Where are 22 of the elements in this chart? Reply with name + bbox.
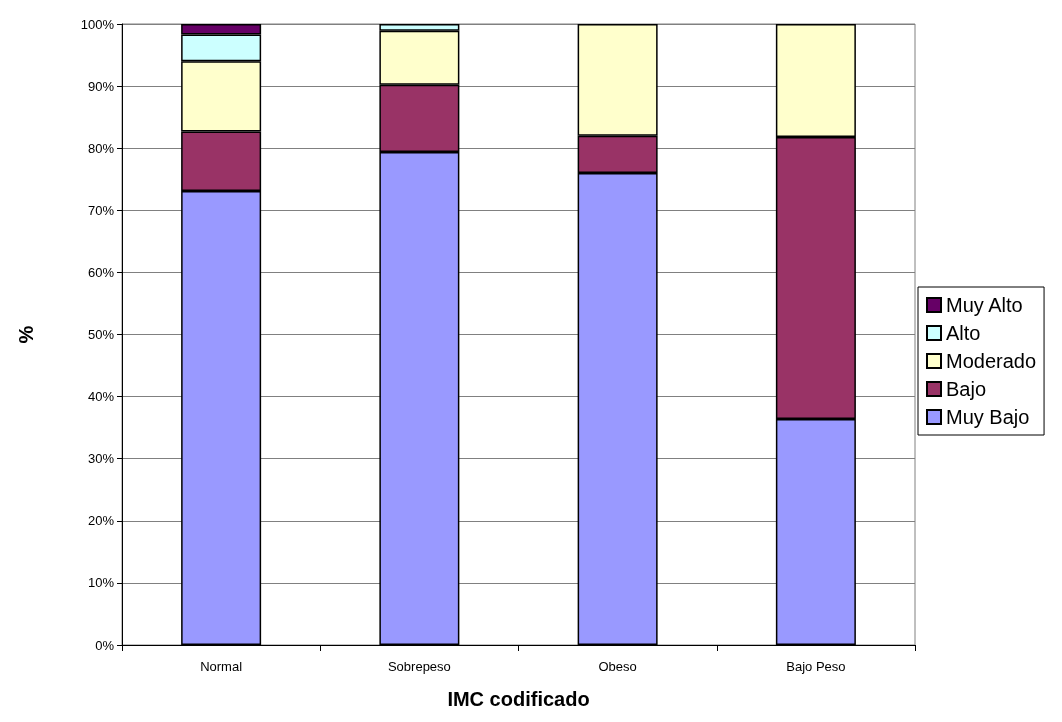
legend-label: Bajo bbox=[946, 378, 987, 400]
y-tick-label: 20% bbox=[87, 513, 115, 529]
y-tick-label: 100% bbox=[80, 16, 115, 32]
x-tick-label: Normal bbox=[200, 659, 243, 674]
y-tick-label: 30% bbox=[87, 451, 115, 467]
x-tick-label: Sobrepeso bbox=[387, 659, 451, 674]
y-axis-title: % bbox=[15, 325, 37, 344]
y-tick-label: 70% bbox=[87, 202, 115, 218]
y-tick-label: 10% bbox=[87, 575, 115, 591]
legend-label: Moderado bbox=[946, 350, 1037, 372]
y-tick-label: 50% bbox=[87, 327, 115, 342]
x-axis-title: IMC codificado bbox=[447, 688, 590, 710]
y-tick-label: 60% bbox=[87, 264, 115, 280]
y-tick-label: 90% bbox=[87, 78, 115, 94]
x-tick-label: Obeso bbox=[598, 659, 637, 674]
legend-label: Muy Alto bbox=[946, 294, 1023, 316]
y-tick-label: 0% bbox=[95, 637, 115, 653]
y-tick-label: 80% bbox=[87, 140, 115, 156]
legend-label: Muy Bajo bbox=[946, 406, 1030, 428]
legend-label: Alto bbox=[946, 322, 981, 344]
x-tick-label: Bajo Peso bbox=[786, 659, 846, 674]
y-tick-label: 40% bbox=[87, 389, 115, 405]
